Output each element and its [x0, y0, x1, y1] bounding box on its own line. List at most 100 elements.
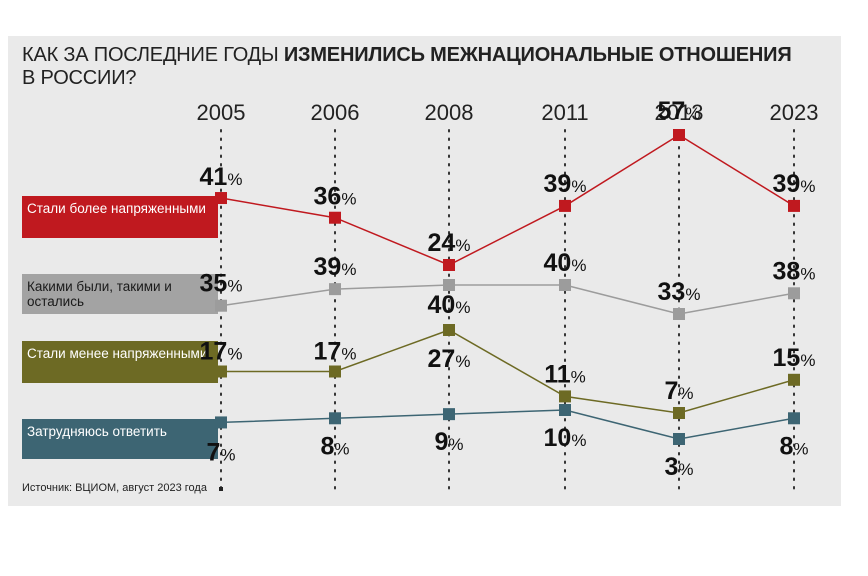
series-line — [220, 284, 795, 315]
data-label-value: 41 — [200, 163, 228, 191]
data-point — [673, 129, 685, 141]
data-label-unit: % — [685, 104, 700, 123]
data-label-value: 24 — [428, 229, 456, 257]
series-label-hard-to-say: Затрудняюсь ответить — [22, 419, 218, 459]
data-point — [443, 408, 455, 421]
data-label-value: 39 — [314, 253, 342, 281]
data-label: 57% — [658, 97, 701, 125]
data-label-value: 3 — [664, 453, 678, 481]
data-point — [788, 412, 800, 425]
data-label-unit: % — [678, 460, 693, 479]
series-label-text: Стали менее напряженными — [27, 346, 208, 361]
data-label: 3% — [664, 453, 693, 481]
data-label-unit: % — [571, 177, 586, 196]
series-label-unchanged: Какими были, такими и остались — [22, 274, 218, 314]
data-label-unit: % — [341, 345, 356, 364]
series-label-text: Стали более напряженными — [27, 201, 206, 216]
data-label-unit: % — [227, 277, 242, 296]
year-label: 2006 — [311, 100, 360, 125]
data-point — [215, 365, 227, 378]
data-label: 11% — [544, 360, 586, 388]
data-point — [559, 390, 571, 403]
source-note: Источник: ВЦИОМ, август 2023 года — [22, 482, 207, 494]
data-point — [443, 279, 455, 291]
data-point — [215, 192, 227, 205]
data-label-value: 11 — [544, 360, 571, 388]
data-label-value: 33 — [658, 278, 686, 306]
data-label: 17% — [314, 338, 357, 366]
data-label-unit: % — [341, 190, 356, 209]
data-label-value: 7 — [206, 438, 220, 466]
data-label-unit: % — [800, 264, 815, 283]
data-label-value: 9 — [434, 428, 448, 456]
data-label-value: 36 — [314, 183, 342, 211]
data-label-unit: % — [685, 285, 700, 304]
data-label-value: 40 — [428, 291, 456, 319]
data-point — [673, 308, 685, 320]
series-label-text: Затрудняюсь ответить — [27, 424, 167, 439]
data-label: 24% — [428, 229, 471, 257]
data-label: 39% — [773, 170, 816, 198]
data-label-unit: % — [227, 345, 242, 364]
data-label: 17% — [200, 338, 243, 366]
data-label-value: 57 — [658, 97, 686, 125]
data-label-unit: % — [571, 431, 586, 450]
data-label-value: 38 — [773, 257, 801, 285]
data-label: 8% — [779, 432, 808, 460]
chart-title: КАК ЗА ПОСЛЕДНИЕ ГОДЫ ИЗМЕНИЛИСЬ МЕЖНАЦИ… — [22, 44, 822, 90]
source-bullet — [219, 487, 223, 491]
data-point — [673, 433, 685, 445]
data-point — [443, 259, 455, 271]
series-label-less-tense: Стали менее напряженными — [22, 341, 218, 383]
title-line2: В РОССИИ? — [22, 67, 137, 89]
year-label: 2005 — [197, 100, 246, 125]
data-label: 40% — [428, 291, 471, 319]
data-label-value: 17 — [200, 338, 228, 366]
data-label-unit: % — [448, 435, 463, 454]
data-point — [673, 407, 685, 419]
data-label: 39% — [544, 170, 587, 198]
data-label-value: 7 — [664, 377, 678, 405]
data-label-value: 40 — [544, 249, 572, 277]
data-label-unit: % — [678, 384, 693, 403]
data-point — [215, 299, 227, 312]
data-label: 35% — [200, 270, 243, 298]
data-label: 40% — [544, 249, 587, 277]
data-label-value: 8 — [779, 432, 793, 460]
data-label-unit: % — [800, 177, 815, 196]
title-bold: ИЗМЕНИЛИСЬ МЕЖНАЦИОНАЛЬНЫЕ ОТНОШЕНИЯ — [283, 44, 792, 66]
data-label: 41% — [200, 163, 243, 191]
data-label: 10% — [544, 424, 587, 452]
data-label-value: 8 — [320, 432, 334, 460]
data-label-unit: % — [455, 298, 470, 317]
data-point — [329, 211, 341, 224]
data-label: 15% — [773, 344, 816, 372]
data-label: 36% — [314, 183, 357, 211]
data-label-unit: % — [227, 170, 242, 189]
data-label-value: 27 — [428, 345, 456, 373]
data-label-value: 35 — [200, 270, 228, 298]
title-normal: КАК ЗА ПОСЛЕДНИЕ ГОДЫ — [22, 44, 284, 66]
data-label: 7% — [664, 377, 693, 405]
data-label-value: 17 — [314, 338, 342, 366]
data-point — [329, 412, 341, 425]
data-point — [329, 365, 341, 378]
data-label: 7% — [206, 438, 235, 466]
series-label-text: Какими были, такими и остались — [27, 279, 172, 309]
data-point — [559, 199, 571, 212]
data-label-unit: % — [571, 256, 586, 275]
year-label: 2023 — [770, 100, 819, 125]
data-label-unit: % — [341, 260, 356, 279]
data-label: 38% — [773, 257, 816, 285]
series-line — [221, 329, 795, 414]
series-label-more-tense: Стали более напряженными — [22, 196, 218, 238]
data-label-unit: % — [455, 352, 470, 371]
data-label-value: 10 — [544, 424, 572, 452]
data-point — [215, 416, 227, 429]
data-label: 8% — [320, 432, 349, 460]
series-line — [220, 134, 795, 266]
year-label: 2008 — [425, 100, 474, 125]
data-label-unit: % — [455, 236, 470, 255]
data-point — [329, 283, 341, 296]
